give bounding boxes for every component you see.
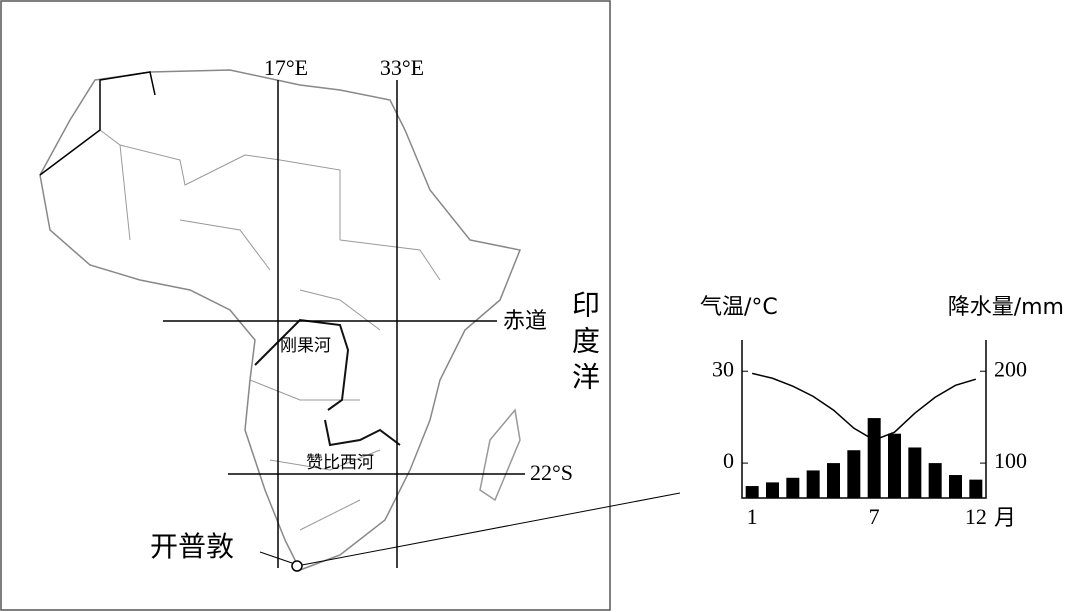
bar xyxy=(867,418,881,498)
y-tick-label: 30 xyxy=(712,356,734,381)
bar xyxy=(847,450,861,498)
bar xyxy=(745,486,759,498)
bar xyxy=(806,470,820,498)
x-tick-label: 7 xyxy=(869,504,880,529)
y2-axis-label: 降水量/mm xyxy=(948,295,1064,320)
zambezi-river xyxy=(324,419,401,447)
madagascar xyxy=(479,408,521,502)
borders xyxy=(99,129,441,531)
bar xyxy=(928,463,942,498)
equator-label: 赤道 xyxy=(503,309,547,334)
meridian-label: 33°E xyxy=(380,55,424,80)
bar xyxy=(786,477,800,498)
bar xyxy=(908,447,922,498)
x-tick-label: 1 xyxy=(747,504,758,529)
x-axis-label: 月 xyxy=(994,506,1016,531)
river-label: 赞比西河 xyxy=(306,453,374,473)
river-label: 刚果河 xyxy=(280,336,331,356)
city-leader xyxy=(259,551,293,564)
bar xyxy=(969,479,983,498)
bar xyxy=(766,482,779,498)
y2-tick-label: 200 xyxy=(994,356,1027,381)
bar xyxy=(827,463,840,498)
tropic-label: 22°S xyxy=(530,460,573,485)
bar xyxy=(949,475,962,498)
city-marker xyxy=(291,560,303,572)
y2-tick-label: 100 xyxy=(994,448,1027,473)
ocean-label: 印度洋 xyxy=(568,290,601,398)
border-highlight xyxy=(39,71,156,176)
chart-leader xyxy=(301,492,681,566)
africa-outline xyxy=(39,69,522,571)
axes xyxy=(741,340,987,499)
temperature-line xyxy=(751,372,977,441)
meridian-label: 17°E xyxy=(264,55,308,80)
bar xyxy=(888,433,901,498)
y-axis-label: 气温/°C xyxy=(700,295,778,320)
city-label: 开普敦 xyxy=(150,530,234,563)
x-tick-label: 12 xyxy=(965,504,987,529)
map-frame xyxy=(0,0,611,611)
y-tick-label: 0 xyxy=(723,448,734,473)
congo-river xyxy=(254,318,350,411)
